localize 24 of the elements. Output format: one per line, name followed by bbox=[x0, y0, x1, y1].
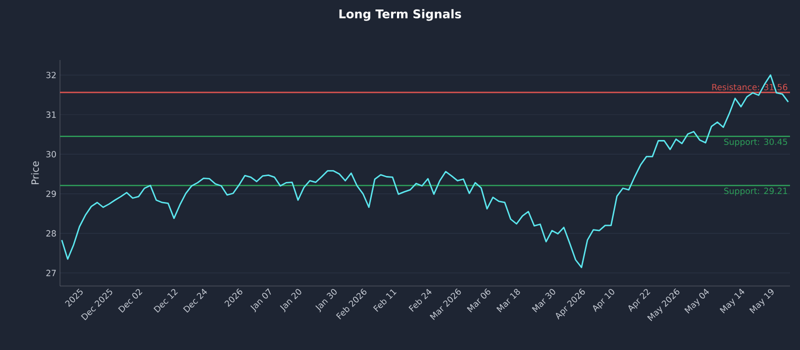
x-tick-label: Jan 30 bbox=[315, 289, 337, 312]
x-tick-label: Dec 02 bbox=[118, 289, 142, 313]
y-tick-label: 28 bbox=[46, 230, 56, 237]
x-tick-label: Jan 07 bbox=[250, 288, 271, 312]
line-series bbox=[61, 74, 789, 268]
x-tick-label: Mar 18 bbox=[496, 288, 520, 312]
y-tick-label: 27 bbox=[46, 270, 56, 276]
ref-line-label: Support: 29.21 bbox=[724, 188, 788, 196]
chart-title: Long Term Signals bbox=[339, 9, 462, 21]
ref-line-label: Support: 30.45 bbox=[724, 138, 788, 147]
x-tick-label: Feb 11 bbox=[373, 289, 397, 312]
y-tick-label: 32 bbox=[46, 72, 56, 78]
x-tick-label: Apr 22 bbox=[628, 289, 650, 312]
x-tick-label: Dec 12 bbox=[154, 289, 178, 313]
x-tick-label: Dec 24 bbox=[183, 288, 207, 313]
y-tick-label: 31 bbox=[46, 111, 56, 118]
x-tick-label: Apr 10 bbox=[592, 289, 614, 312]
y-tick-label: 29 bbox=[46, 190, 56, 197]
x-tick-label: Mar 30 bbox=[532, 289, 556, 312]
x-tick-label: Feb 24 bbox=[408, 288, 432, 312]
x-tick-label: Jan 20 bbox=[280, 289, 302, 312]
x-tick-label: Mar 06 bbox=[466, 288, 490, 312]
y-axis-title: Price bbox=[31, 161, 39, 184]
y-tick-label: 30 bbox=[46, 151, 56, 158]
